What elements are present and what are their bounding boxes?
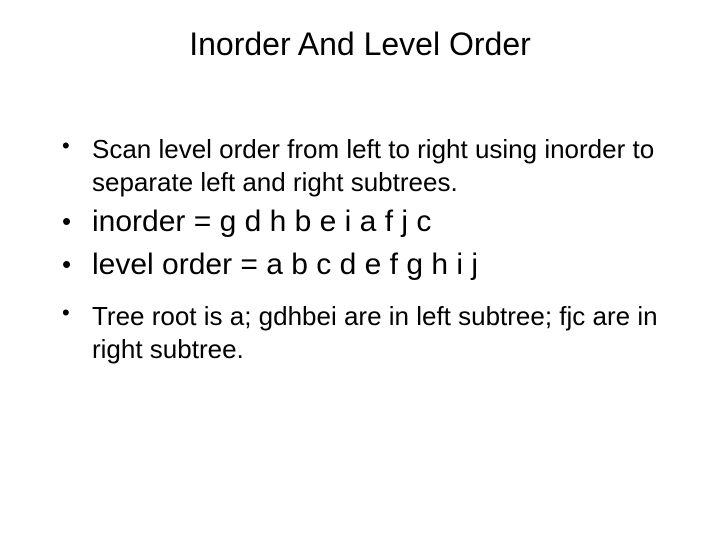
list-item: Tree root is a; gdhbei are in left subtr… <box>62 300 672 365</box>
slide-title: Inorder And Level Order <box>48 26 672 63</box>
bullet-list: Scan level order from left to right usin… <box>48 133 672 365</box>
list-item: Scan level order from left to right usin… <box>62 133 672 198</box>
list-item: inorder = g d h b e i a f j c <box>62 202 672 241</box>
list-item: level order = a b c d e f g h i j <box>62 245 672 284</box>
